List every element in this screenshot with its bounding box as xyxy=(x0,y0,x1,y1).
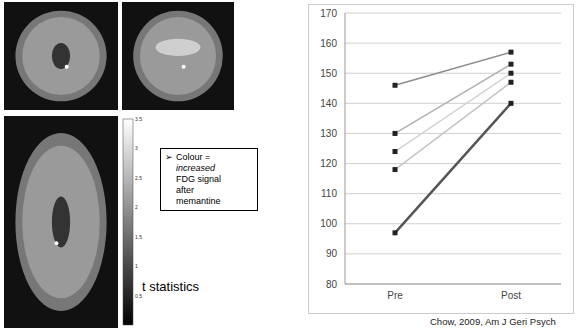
svg-text:110: 110 xyxy=(321,188,337,199)
html-text:➢ Colour =: ➢ Colour = xyxy=(165,152,211,162)
svg-text:0.5: 0.5 xyxy=(135,293,142,299)
svg-text:80: 80 xyxy=(326,279,338,290)
svg-text:140: 140 xyxy=(320,98,337,109)
svg-text:150: 150 xyxy=(320,68,337,79)
svg-text:100: 100 xyxy=(320,218,337,229)
svg-text:90: 90 xyxy=(326,248,338,259)
svg-text:Pre: Pre xyxy=(387,290,403,301)
svg-text:2.5: 2.5 xyxy=(135,175,142,181)
svg-text:1: 1 xyxy=(135,263,138,269)
svg-text:1.5: 1.5 xyxy=(135,234,142,240)
svg-text:120: 120 xyxy=(320,158,337,169)
html-text:memantine: memantine xyxy=(176,196,221,206)
html-text:after: after xyxy=(176,185,194,195)
html-text:Chow, 2009, Am J Geri Psych: Chow, 2009, Am J Geri Psych xyxy=(430,316,556,327)
svg-text:130: 130 xyxy=(320,128,337,139)
html-text:FDG signal: FDG signal xyxy=(176,174,221,184)
svg-text:3: 3 xyxy=(135,145,138,151)
svg-text:Post: Post xyxy=(501,290,521,301)
svg-text:2: 2 xyxy=(135,204,138,210)
svg-text:170: 170 xyxy=(320,8,337,19)
html-text:t statistics: t statistics xyxy=(142,279,200,294)
html-text:increased: increased xyxy=(176,163,215,173)
svg-text:3.5: 3.5 xyxy=(135,116,142,122)
svg-text:160: 160 xyxy=(320,38,337,49)
